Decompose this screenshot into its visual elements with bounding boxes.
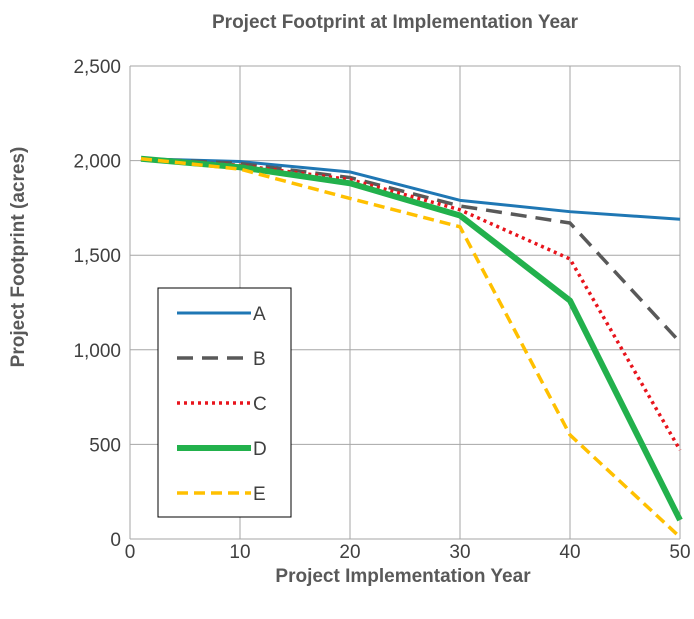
legend-label-c: C xyxy=(253,394,267,415)
legend-box xyxy=(157,287,292,518)
x-tick-labels: 0 10 20 30 40 50 xyxy=(125,542,691,563)
legend-label-b: B xyxy=(253,349,266,370)
x-tick-label: 10 xyxy=(229,542,250,563)
x-tick-label: 20 xyxy=(339,542,360,563)
series-lines xyxy=(140,155,683,539)
y-tick-label: 2,500 xyxy=(73,57,121,78)
x-tick-label: 0 xyxy=(125,542,136,563)
legend-label-a: A xyxy=(253,304,266,325)
y-tick-label: 0 xyxy=(110,530,121,551)
y-axis-title: Project Footprint (acres) xyxy=(8,147,29,368)
x-tick-label: 40 xyxy=(559,542,580,563)
chart-title: Project Footprint at Implementation Year xyxy=(212,12,579,33)
y-tick-labels: 0 500 1,000 1,500 2,000 2,500 xyxy=(73,57,121,551)
y-tick-label: 1,500 xyxy=(73,246,121,267)
series-line-d xyxy=(140,155,683,522)
legend-label-e: E xyxy=(253,484,266,505)
x-tick-label: 30 xyxy=(449,542,470,563)
series-line-b xyxy=(140,156,682,344)
legend: A B C D E xyxy=(157,287,292,518)
series-line-e xyxy=(140,156,682,539)
x-tick-label: 50 xyxy=(669,542,690,563)
series-line-c xyxy=(140,156,682,451)
x-axis-title: Project Implementation Year xyxy=(275,566,531,587)
y-tick-label: 500 xyxy=(89,435,121,456)
y-tick-label: 2,000 xyxy=(73,152,121,173)
y-tick-label: 1,000 xyxy=(73,341,121,362)
legend-label-d: D xyxy=(253,439,267,460)
